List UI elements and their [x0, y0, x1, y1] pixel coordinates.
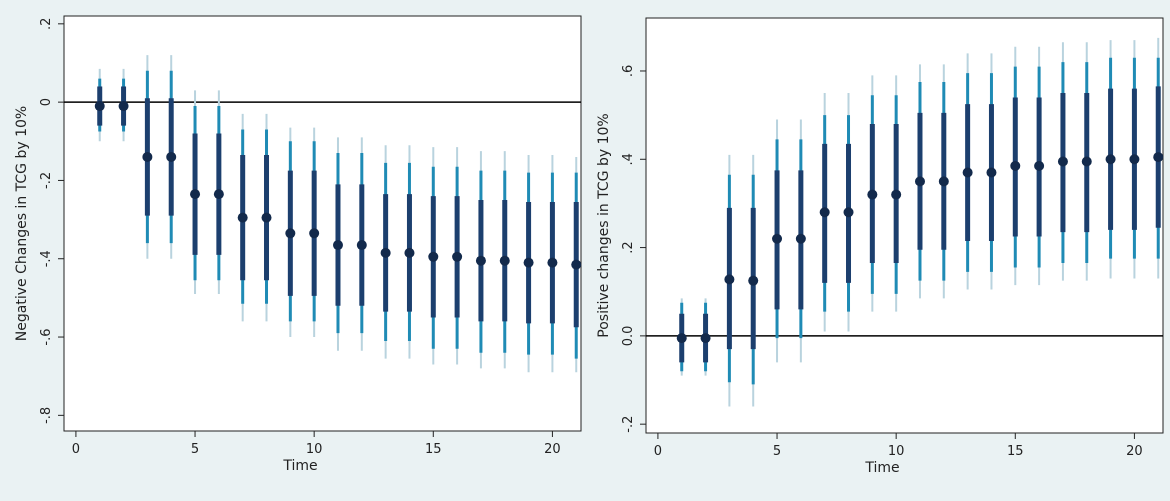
x-axis-title: Time	[282, 458, 317, 474]
point-estimate	[309, 228, 320, 239]
point-estimate	[724, 274, 735, 285]
point-estimate	[142, 151, 153, 162]
point-estimate	[748, 275, 759, 286]
point-estimate	[237, 212, 248, 223]
y-tick-label: -.2	[39, 172, 54, 189]
x-tick-label: 15	[1007, 444, 1024, 459]
point-estimate	[962, 167, 973, 178]
y-axis-title: Positive changes in TCG by 10%	[596, 113, 612, 337]
point-estimate	[700, 333, 711, 344]
x-tick-label: 10	[306, 442, 323, 457]
chart-panel-1: .2 0 -.2 -.4 -.6 -.8 0 5 10 15 20 Time Negative Chan…	[3, 14, 582, 488]
point-estimate	[795, 233, 806, 244]
point-estimate	[190, 189, 201, 200]
y-tick-label: -.4	[39, 250, 54, 267]
x-tick-label: 20	[1126, 444, 1143, 459]
point-estimate	[843, 207, 854, 218]
y-tick-label: -.2	[621, 416, 636, 433]
y-tick-label: .6	[621, 65, 636, 77]
point-estimate	[1105, 154, 1116, 165]
point-estimate	[1034, 160, 1045, 171]
point-estimate	[428, 251, 439, 262]
point-estimate	[772, 233, 783, 244]
point-estimate	[356, 240, 367, 251]
point-estimate	[1010, 160, 1021, 171]
point-estimate	[819, 207, 830, 218]
point-estimate	[332, 240, 343, 251]
point-estimate	[523, 257, 534, 268]
y-tick-label: .2	[621, 241, 636, 253]
y-tick-label: .4	[621, 153, 636, 165]
y-tick-label: -.6	[39, 328, 54, 345]
point-estimate	[547, 257, 558, 268]
point-estimate	[404, 247, 415, 258]
point-estimate	[676, 333, 687, 344]
point-estimate	[914, 176, 925, 187]
point-estimate	[1081, 156, 1092, 167]
x-axis-title: Time	[864, 460, 899, 476]
point-estimate	[1153, 152, 1164, 163]
y-tick-label: -.8	[39, 407, 54, 424]
point-estimate	[118, 101, 129, 112]
y-tick-label: 0	[39, 98, 54, 106]
point-estimate	[986, 167, 997, 178]
point-estimate	[1057, 156, 1068, 167]
point-estimate	[166, 151, 177, 162]
y-tick-label: .2	[39, 18, 54, 30]
point-estimate	[261, 212, 272, 223]
chart-panel-2: .6 .4 .2 0.0 -.2 0 5 10 15 20 Time Positive changes…	[589, 14, 1165, 488]
point-estimate	[499, 255, 510, 266]
plot-area	[63, 15, 582, 432]
point-estimate	[452, 251, 463, 262]
y-tick-label: 0.0	[621, 326, 636, 347]
x-tick-label: 5	[191, 442, 199, 457]
point-estimate	[285, 228, 296, 239]
point-estimate	[94, 101, 105, 112]
point-estimate	[867, 189, 878, 200]
point-estimate	[213, 189, 224, 200]
x-tick-label: 20	[544, 442, 561, 457]
plot-area	[645, 17, 1164, 434]
point-estimate	[475, 255, 486, 266]
point-estimate	[380, 247, 391, 258]
x-tick-label: 5	[773, 444, 781, 459]
x-tick-label: 0	[654, 444, 662, 459]
point-estimate	[938, 176, 949, 187]
point-estimate	[571, 259, 582, 270]
x-tick-label: 10	[888, 444, 905, 459]
point-estimate	[1129, 154, 1140, 165]
x-tick-label: 15	[425, 442, 442, 457]
y-axis-title: Negative Changes in TCG by 10%	[14, 106, 30, 341]
point-estimate	[891, 189, 902, 200]
x-tick-label: 0	[72, 442, 80, 457]
